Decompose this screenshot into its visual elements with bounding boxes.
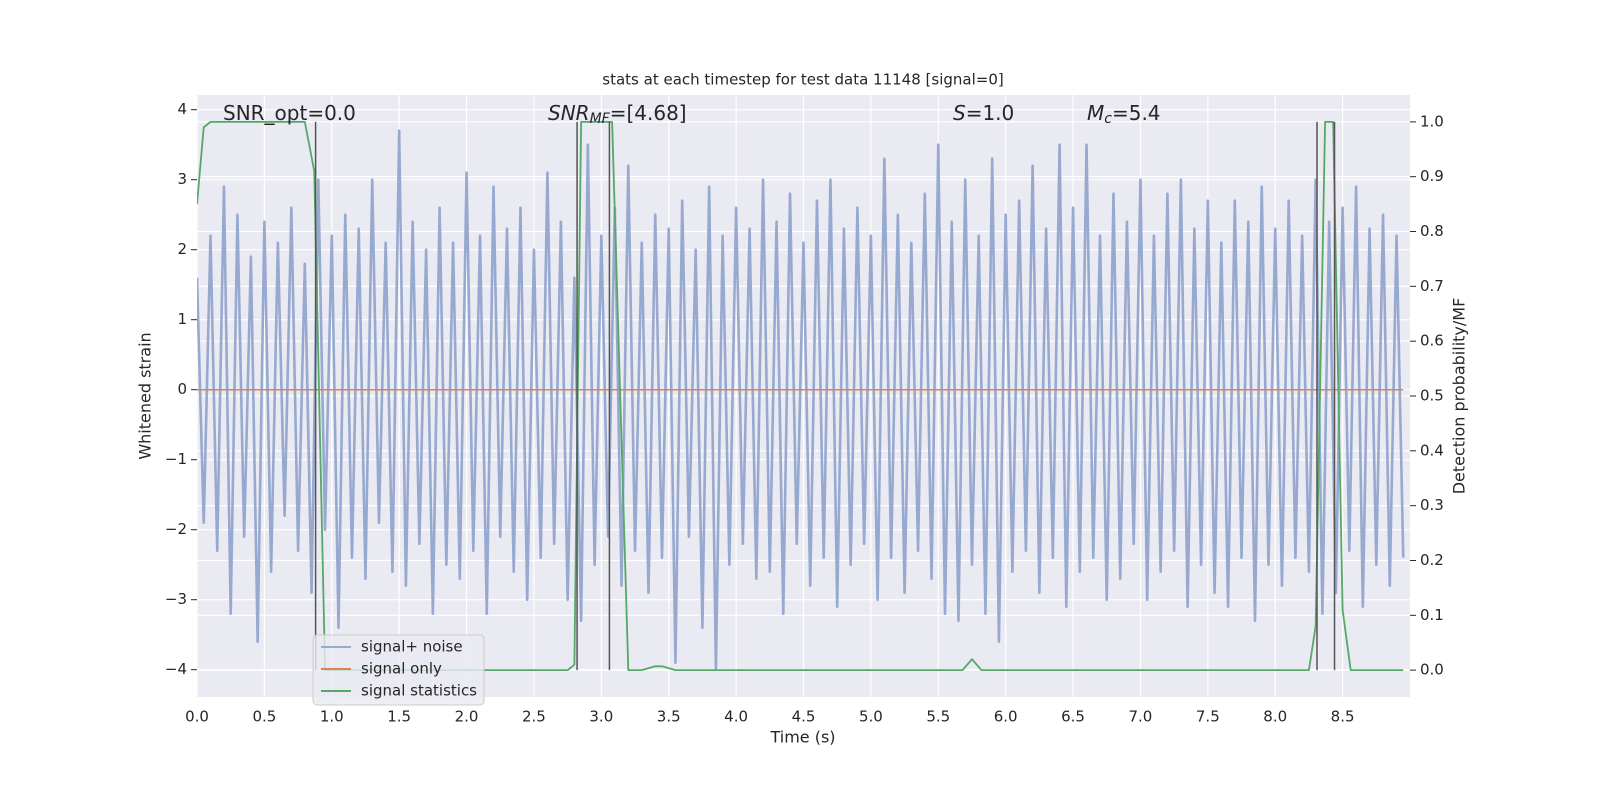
y-tick-label: −4 (165, 660, 187, 678)
x-tick-label: 7.0 (1129, 708, 1153, 726)
x-tick-label: 1.5 (387, 708, 411, 726)
annotation-text: =1.0 (966, 101, 1015, 125)
legend-label: signal+ noise (361, 638, 463, 656)
y2-tick-label: 0.4 (1420, 441, 1444, 459)
annotation: Mc=5.4 (1087, 101, 1161, 128)
x-tick-label: 4.5 (792, 708, 816, 726)
x-tick-label: 6.0 (994, 708, 1018, 726)
chart-title: stats at each timestep for test data 111… (602, 71, 1003, 89)
x-axis-label: Time (s) (769, 728, 835, 747)
x-tick-label: 2.5 (522, 708, 546, 726)
y2-tick-label: 0.0 (1420, 661, 1444, 679)
legend-label: signal only (361, 660, 442, 678)
annotation-math: M (1087, 101, 1104, 125)
y-tick-label: 3 (177, 170, 187, 188)
legend-box (312, 634, 485, 706)
annotation: SNRMF=[4.68] (548, 101, 687, 128)
x-tick-label: 5.0 (859, 708, 883, 726)
x-tick-label: 3.5 (657, 708, 681, 726)
x-tick-label: 4.0 (724, 708, 748, 726)
y2-tick-label: 0.8 (1420, 222, 1444, 240)
x-tick-label: 7.5 (1196, 708, 1220, 726)
y-axis-label: Whitened strain (136, 332, 155, 459)
annotation-text: =[4.68] (610, 101, 687, 125)
y-tick-label: 4 (177, 100, 187, 118)
x-tick-label: 6.5 (1061, 708, 1085, 726)
annotation-math: S (953, 101, 966, 125)
annotation-text: =5.4 (1112, 101, 1161, 125)
annotation: SNR_opt=0.0 (223, 101, 356, 125)
series-line (197, 129, 1405, 671)
x-tick-label: 1.0 (320, 708, 344, 726)
annotation-subscript: MF (590, 111, 611, 127)
y2-tick-label: 1.0 (1420, 112, 1444, 130)
y-tick-label: −3 (165, 590, 187, 608)
x-tick-label: 5.5 (926, 708, 950, 726)
y2-tick-label: 0.1 (1420, 606, 1444, 624)
y-tick-label: 2 (177, 240, 187, 258)
annotation: S=1.0 (953, 101, 1014, 125)
x-tick-label: 8.5 (1331, 708, 1355, 726)
y2-axis-label: Detection probability/MF (1450, 298, 1469, 495)
y2-tick-label: 0.7 (1420, 277, 1444, 295)
x-tick-label: 0.5 (252, 708, 276, 726)
annotation-subscript: c (1104, 111, 1112, 127)
y2-tick-label: 0.9 (1420, 167, 1444, 185)
series-line (197, 120, 1404, 672)
annotation-math: SNR (548, 101, 590, 125)
y2-tick-label: 0.5 (1420, 387, 1444, 405)
legend: signal+ noise signal only signal statistic… (312, 634, 485, 706)
x-tick-label: 3.0 (589, 708, 613, 726)
x-tick-label: 2.0 (455, 708, 479, 726)
y-tick-label: 1 (177, 310, 187, 328)
data-layer (197, 120, 1405, 672)
x-tick-label: 0.0 (185, 708, 209, 726)
legend-label: signal statistics (361, 682, 477, 700)
y-tick-label: −1 (165, 450, 187, 468)
y-tick-label: −2 (165, 520, 187, 538)
x-tick-label: 8.0 (1263, 708, 1287, 726)
y-tick-label: 0 (177, 380, 187, 398)
annotation-text: SNR_opt=0.0 (223, 101, 356, 125)
y2-tick-label: 0.3 (1420, 496, 1444, 514)
y2-tick-label: 0.6 (1420, 332, 1444, 350)
y2-tick-label: 0.2 (1420, 551, 1444, 569)
